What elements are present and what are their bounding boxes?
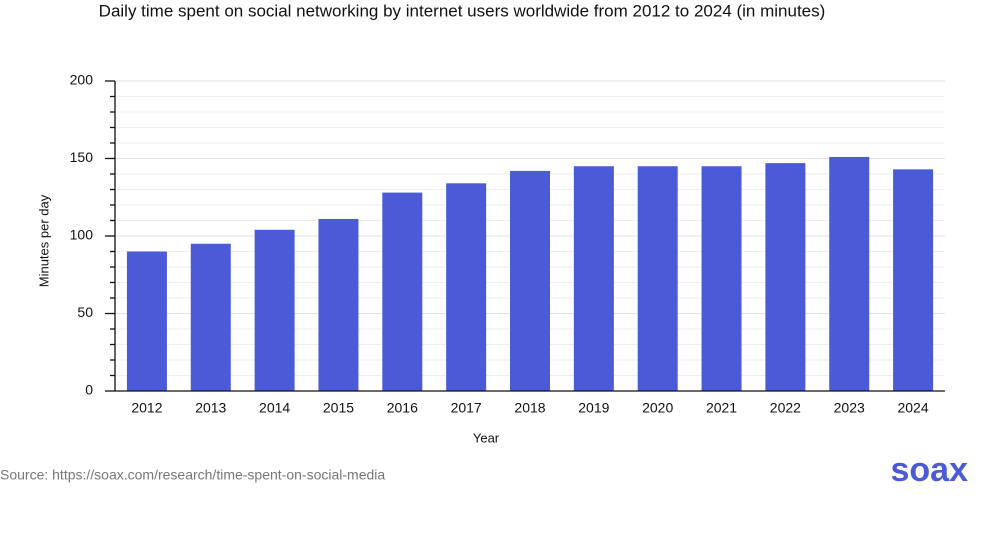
bar xyxy=(254,229,295,391)
bar xyxy=(126,251,167,391)
bar xyxy=(573,166,614,391)
y-tick-label: 100 xyxy=(70,227,94,243)
chart-title: Daily time spent on social networking by… xyxy=(99,1,826,20)
y-tick-label: 200 xyxy=(70,72,94,88)
source: Source: https://soax.com/research/time-s… xyxy=(0,467,385,483)
x-tick-label: 2012 xyxy=(131,400,162,416)
y-axis-label: Minutes per day xyxy=(36,194,51,287)
x-tick-label: 2022 xyxy=(770,400,801,416)
x-tick-label: 2023 xyxy=(834,400,865,416)
x-tick-label: 2019 xyxy=(578,400,609,416)
bar xyxy=(190,243,231,391)
x-tick-label: 2015 xyxy=(323,400,354,416)
bar xyxy=(701,166,742,391)
x-tick-label: 2020 xyxy=(642,400,673,416)
y-tick-label: 50 xyxy=(77,304,93,320)
bar xyxy=(318,218,359,391)
bar xyxy=(382,192,423,391)
bar xyxy=(765,163,806,391)
bar xyxy=(829,156,870,391)
x-axis-label: Year xyxy=(473,430,500,445)
bar xyxy=(510,170,550,391)
x-tick-label: 2018 xyxy=(514,400,545,416)
x-tick-label: 2014 xyxy=(259,400,290,416)
x-tick-label: 2024 xyxy=(897,400,928,416)
x-tick-label: 2021 xyxy=(706,400,737,416)
bar xyxy=(893,169,934,391)
bar xyxy=(446,183,487,391)
y-tick-label: 150 xyxy=(70,149,94,165)
x-tick-label: 2017 xyxy=(451,400,482,416)
bar xyxy=(637,166,678,391)
x-tick-label: 2016 xyxy=(387,400,418,416)
logo: soax xyxy=(891,451,969,489)
y-tick-label: 0 xyxy=(85,382,93,398)
x-tick-label: 2013 xyxy=(195,400,226,416)
